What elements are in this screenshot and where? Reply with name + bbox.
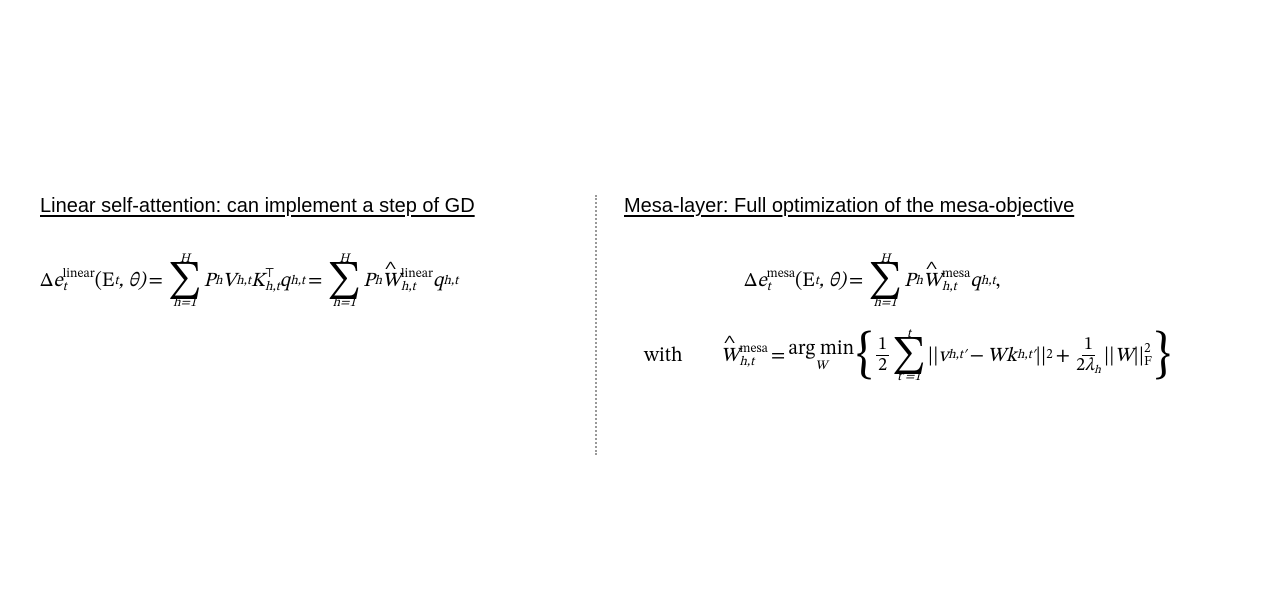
sum-tprime: t ∑ t′=1 [892, 328, 926, 385]
argmin: arg min W [788, 339, 854, 374]
var-P-2: P [363, 271, 374, 291]
two-column-layout: Linear self-attention: can implement a s… [40, 40, 1240, 596]
with-label: with [644, 346, 683, 366]
e-scripts: linear t [63, 268, 95, 294]
var-e-r: e [757, 271, 766, 291]
left-column: Linear self-attention: can implement a s… [40, 40, 595, 328]
right-column: Mesa-layer: Full optimization of the mes… [599, 40, 1240, 402]
var-P: P [204, 271, 215, 291]
left-section-title: Linear self-attention: can implement a s… [40, 195, 595, 218]
var-e: e [53, 271, 62, 291]
var-V: V [223, 271, 237, 291]
args-tail: , θ) [119, 271, 146, 291]
K-scripts: ⊤ h,t [265, 268, 280, 294]
var-q-2: q [433, 271, 443, 291]
right-section-title: Mesa-layer: Full optimization of the mes… [624, 195, 1240, 218]
equals-2: = [305, 271, 325, 291]
equals-1: = [146, 271, 166, 291]
delta-symbol-r: Δ [744, 271, 757, 291]
e-scripts-r: mesa t [767, 268, 795, 294]
linear-attention-equation: Δ e linear t (E t , θ) = H ∑ h=1 P h V [40, 253, 595, 310]
delta-symbol: Δ [40, 271, 53, 291]
mesa-delta-equation: Δ e mesa t (E t , θ) = H ∑ h=1 P h W [624, 253, 1240, 310]
reg-coeff: 1 2λh [1074, 335, 1103, 378]
var-W-hat: W [382, 271, 401, 291]
var-K: K [251, 271, 265, 291]
args-open: (E [95, 271, 115, 291]
one-half: 1 2 [876, 335, 889, 376]
sum-1: H ∑ h=1 [168, 253, 202, 310]
sum-2: H ∑ h=1 [327, 253, 361, 310]
W-scripts: linear h,t [401, 268, 433, 294]
frob-scripts: 2 F [1144, 343, 1152, 369]
var-q: q [280, 271, 290, 291]
page: Linear self-attention: can implement a s… [0, 0, 1280, 596]
sum-mesa: H ∑ h=1 [868, 253, 902, 310]
mesa-argmin-equation: with W mesa h,t = arg min W { 1 2 t [624, 328, 1240, 385]
